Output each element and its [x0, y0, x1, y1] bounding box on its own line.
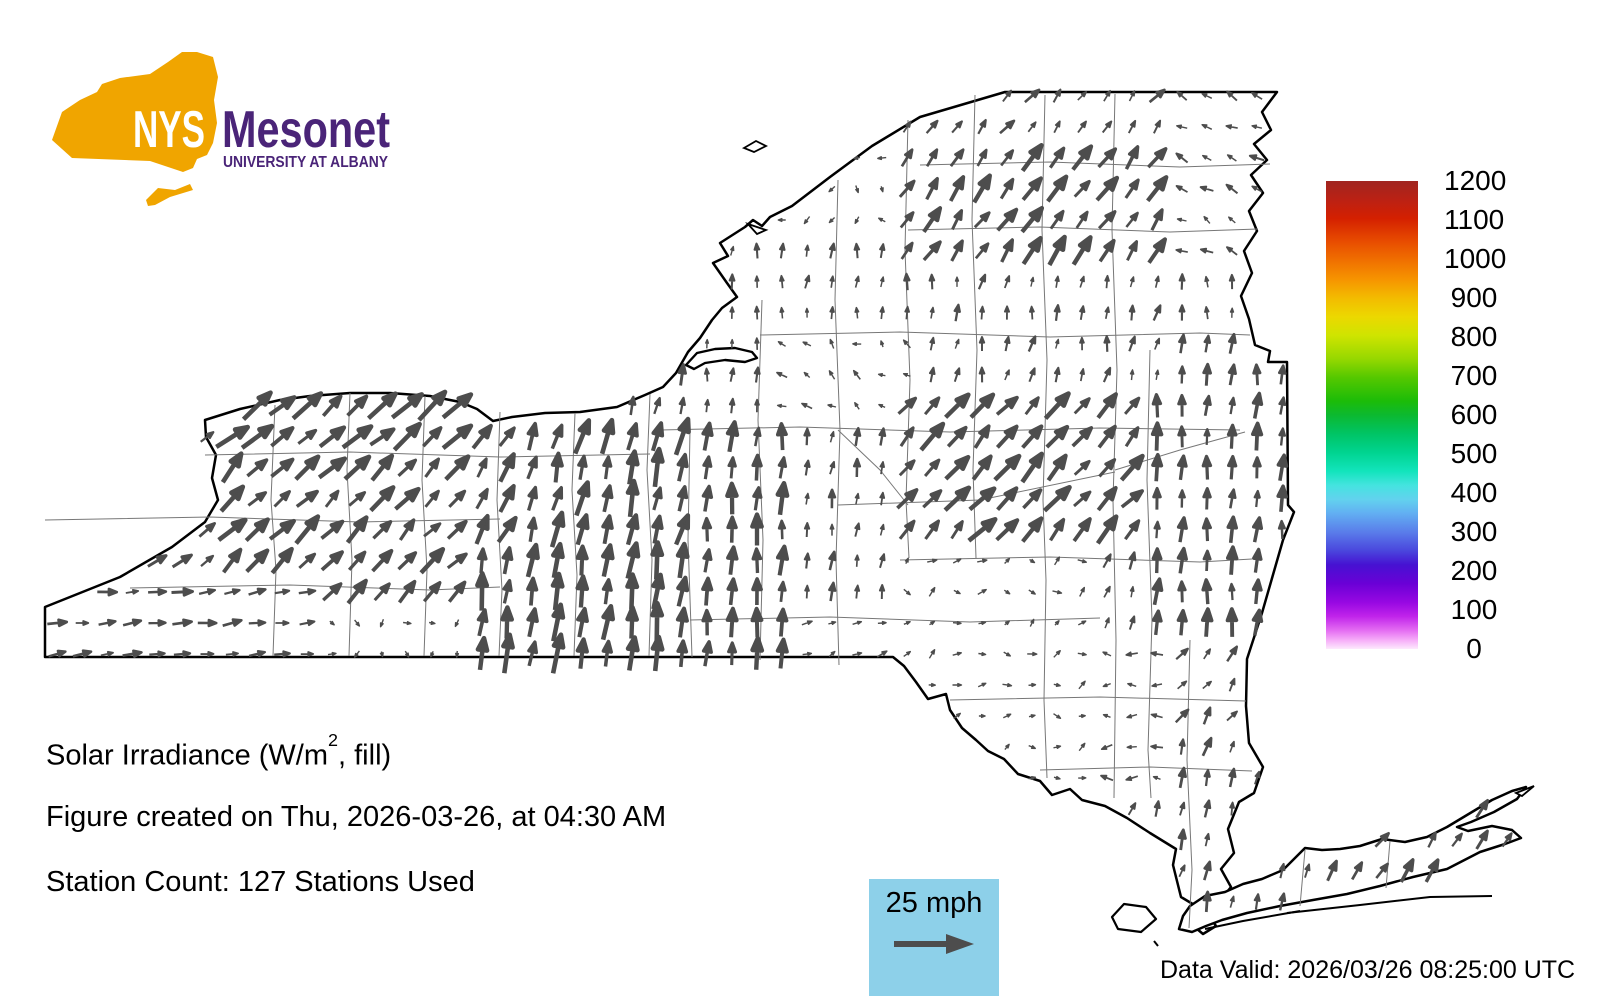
- irradiance-colorbar: [1326, 181, 1418, 649]
- variable-label-suffix: , fill): [338, 739, 392, 772]
- colorbar-tick-label: 1000: [1444, 243, 1507, 274]
- colorbar-tick-label: 100: [1450, 594, 1498, 625]
- logo-org-text: NYS: [133, 101, 205, 159]
- colorbar-tick-label: 400: [1450, 477, 1498, 508]
- wind-scale-label: 25 mph: [885, 887, 983, 919]
- figure-created-label: Figure created on Thu, 2026-03-26, at 04…: [46, 801, 667, 833]
- state-geography: [43, 90, 1535, 947]
- colorbar-tick-label: 300: [1450, 516, 1498, 547]
- colorbar-tick-label: 0: [1466, 633, 1482, 664]
- logo-name-text: Mesonet: [222, 101, 390, 159]
- colorbar-tick-label: 700: [1450, 360, 1498, 391]
- wind-scale-arrow-icon: [894, 934, 974, 954]
- ny-state-logo-shape: [52, 52, 218, 206]
- data-valid-timestamp: Data Valid: 2026/03/26 08:25:00 UTC: [1160, 956, 1576, 984]
- wind-scale-legend: 25 mph: [869, 879, 999, 996]
- nys-mesonet-logo: NYS Mesonet UNIVERSITY AT ALBANY: [52, 52, 390, 206]
- variable-label: Solar Irradiance (W/m2, fill): [46, 730, 392, 773]
- colorbar-tick-label: 900: [1450, 282, 1498, 313]
- colorbar-tick-label: 1200: [1444, 165, 1507, 196]
- station-count-label: Station Count: 127 Stations Used: [46, 866, 475, 898]
- wind-vector-field: [47, 88, 1513, 913]
- variable-label-prefix: Solar Irradiance (W/m: [46, 739, 329, 772]
- variable-label-superscript: 2: [328, 729, 339, 750]
- colorbar-tick-label: 600: [1450, 399, 1498, 430]
- colorbar-tick-label: 1100: [1444, 204, 1505, 235]
- colorbar-tick-label: 500: [1450, 438, 1498, 469]
- colorbar-tick-label: 200: [1450, 555, 1498, 586]
- logo-subtitle-text: UNIVERSITY AT ALBANY: [223, 154, 388, 171]
- colorbar-tick-label: 800: [1450, 321, 1498, 352]
